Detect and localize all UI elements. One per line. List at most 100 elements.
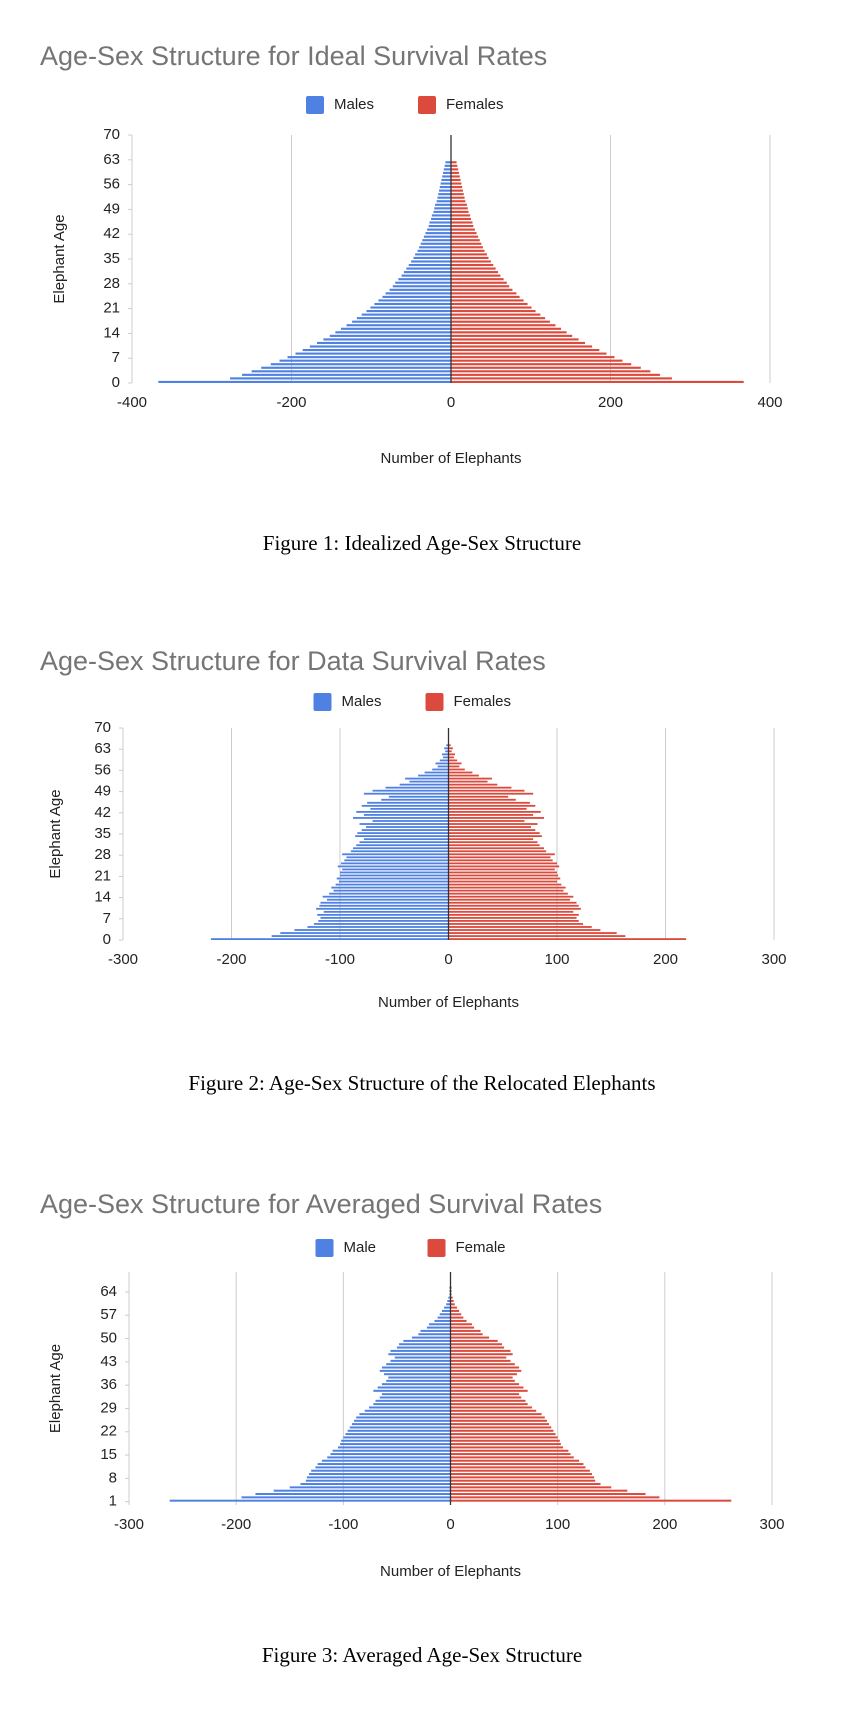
bar <box>230 377 451 380</box>
bar <box>448 926 592 928</box>
bar <box>337 1446 451 1449</box>
y-tick-label: 14 <box>103 324 120 341</box>
x-tick-label: 100 <box>544 951 569 968</box>
bar <box>372 820 449 822</box>
bar <box>446 744 449 747</box>
bar <box>346 856 449 859</box>
bar <box>448 874 559 877</box>
legend-label: Males <box>342 693 382 710</box>
bar <box>403 271 451 274</box>
bar <box>450 1466 586 1469</box>
bar <box>379 1369 451 1372</box>
bar <box>451 189 463 192</box>
y-tick-label: 15 <box>100 1446 117 1463</box>
bar <box>399 783 449 786</box>
bar <box>448 904 579 907</box>
bar <box>448 844 540 847</box>
bar <box>356 810 449 813</box>
bar <box>385 292 451 295</box>
bar <box>437 765 449 768</box>
bar <box>356 844 449 847</box>
x-tick-label: -300 <box>108 951 138 968</box>
bar <box>359 823 449 825</box>
bar <box>438 193 451 196</box>
bar <box>451 178 461 182</box>
bar <box>451 224 474 228</box>
y-tick-label: 56 <box>94 761 111 778</box>
bar <box>311 1469 451 1472</box>
bar <box>413 256 451 259</box>
bar <box>450 1476 595 1479</box>
bar <box>450 1339 498 1342</box>
bar <box>448 753 456 756</box>
bar <box>279 359 451 362</box>
bar <box>353 847 449 850</box>
bar <box>448 883 562 886</box>
bar <box>306 1476 451 1479</box>
bar <box>450 1379 515 1382</box>
chart: Age-Sex Structure for Data Survival Rate… <box>40 646 787 1095</box>
bar <box>450 1439 560 1442</box>
legend-label: Female <box>456 1239 506 1256</box>
bar <box>418 774 449 777</box>
bar <box>450 1399 526 1402</box>
bar <box>320 916 449 919</box>
bar <box>451 221 473 224</box>
bar <box>352 320 451 323</box>
bar <box>451 193 464 196</box>
bar <box>448 826 531 828</box>
bar <box>423 235 451 238</box>
bar <box>451 161 457 164</box>
bar <box>434 207 451 210</box>
bar <box>451 366 641 369</box>
bar <box>361 829 449 831</box>
bar <box>450 1453 571 1456</box>
bar <box>448 907 581 910</box>
y-tick-label: 7 <box>103 910 111 927</box>
bar <box>242 373 451 376</box>
bar <box>450 1479 596 1482</box>
y-axis-label: Elephant Age <box>51 214 68 303</box>
bar <box>448 814 534 816</box>
bar <box>444 164 451 167</box>
bar <box>451 249 485 252</box>
bar <box>439 186 451 189</box>
bar <box>395 281 451 284</box>
bar <box>448 868 555 871</box>
bar <box>372 789 449 792</box>
bar <box>451 306 532 309</box>
bar <box>443 756 449 759</box>
bar <box>451 352 607 355</box>
bar <box>450 1303 455 1306</box>
y-tick-label: 21 <box>94 867 111 884</box>
bar <box>450 1463 584 1466</box>
bar <box>451 285 510 288</box>
bar <box>448 932 617 934</box>
bar <box>448 750 452 753</box>
bar <box>357 832 449 834</box>
bar <box>448 892 568 895</box>
bar <box>450 1296 453 1299</box>
bar <box>450 1416 545 1419</box>
bar <box>316 907 449 910</box>
bar <box>429 1323 451 1326</box>
bar <box>369 1406 451 1409</box>
bar <box>427 228 451 231</box>
bar <box>448 792 534 795</box>
bar <box>451 317 546 320</box>
bar <box>451 214 471 217</box>
x-tick-label: 300 <box>761 951 786 968</box>
bar <box>302 348 451 352</box>
bar <box>317 341 451 345</box>
bar <box>441 753 449 756</box>
bar <box>451 359 623 362</box>
bar <box>373 1389 451 1392</box>
bar <box>448 880 557 883</box>
bar <box>451 299 524 302</box>
bar <box>450 1499 732 1502</box>
bar <box>406 267 451 270</box>
bar <box>338 880 449 883</box>
bar <box>425 232 451 235</box>
bar <box>271 935 449 937</box>
bar <box>321 1459 451 1462</box>
